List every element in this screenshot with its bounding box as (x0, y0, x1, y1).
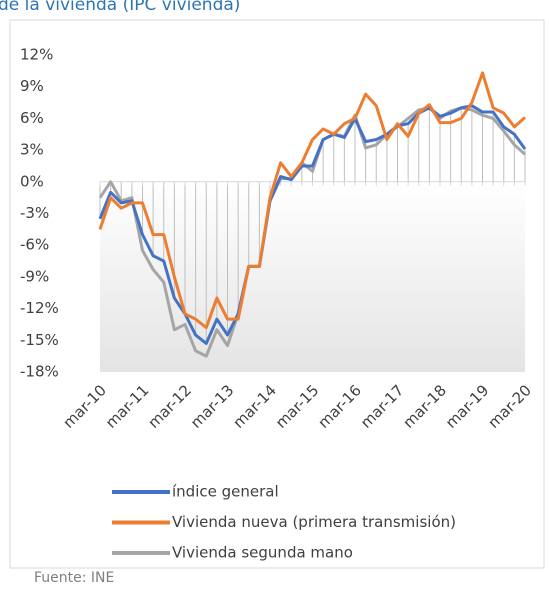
x-tick-label: mar-17 (357, 381, 408, 432)
x-tick-label: mar-12 (144, 381, 195, 432)
negative-area (100, 181, 525, 372)
y-tick-label: -15% (20, 331, 59, 349)
x-tick-label: mar-19 (442, 381, 493, 432)
legend-label: Vivienda segunda mano (172, 544, 353, 562)
x-tick-label: mar-13 (187, 381, 238, 432)
series-line (98, 71, 527, 330)
y-tick-label: 3% (20, 141, 44, 159)
y-tick-label: 12% (20, 46, 53, 64)
x-tick-label: mar-14 (229, 381, 280, 432)
x-tick-label: mar-11 (102, 381, 153, 432)
y-tick-label: -9% (20, 267, 49, 285)
y-tick-label: -12% (20, 299, 59, 317)
legend-label: índice general (172, 483, 279, 501)
y-tick-label: -6% (20, 236, 49, 254)
x-tick-label: mar-18 (399, 381, 450, 432)
y-tick-label: -3% (20, 204, 49, 222)
y-tick-label: 9% (20, 77, 44, 95)
chart-title: de la vivienda (IPC vivienda) (0, 0, 240, 15)
chart-frame (9, 19, 545, 569)
x-tick-label: mar-10 (59, 381, 110, 432)
y-tick-label: 0% (20, 172, 44, 190)
legend-label: Vivienda nueva (primera transmisión) (172, 513, 456, 531)
x-tick-label: mar-16 (314, 381, 365, 432)
x-tick-label: mar-20 (484, 381, 535, 432)
series-line (98, 104, 527, 345)
source: Fuente: INE (34, 570, 114, 586)
y-tick-label: 6% (20, 109, 44, 127)
x-tick-label: mar-15 (272, 381, 323, 432)
y-tick-label: -18% (20, 363, 59, 381)
